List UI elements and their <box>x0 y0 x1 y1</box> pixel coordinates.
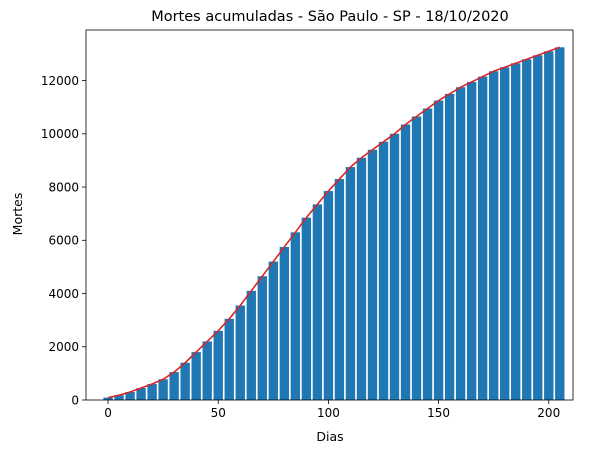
y-tick-label: 2000 <box>48 340 79 354</box>
x-tick-label: 100 <box>317 406 340 420</box>
x-axis-ticks: 0 50 100 150 200 <box>104 400 560 420</box>
bar <box>268 261 278 400</box>
y-tick-label: 10000 <box>41 127 79 141</box>
trend-line-series <box>107 46 561 399</box>
bar <box>389 133 400 400</box>
bar <box>444 93 455 400</box>
bar <box>213 330 223 400</box>
x-tick-label: 200 <box>537 406 560 420</box>
bar <box>378 141 389 401</box>
bar <box>235 305 245 400</box>
x-tick-label: 50 <box>211 406 226 420</box>
bar <box>301 217 312 400</box>
y-tick-label: 8000 <box>48 180 79 194</box>
bar <box>544 51 554 400</box>
bar <box>224 318 234 400</box>
bar <box>114 395 124 400</box>
bar <box>257 276 267 400</box>
x-tick-label: 150 <box>427 406 450 420</box>
bar <box>334 179 345 400</box>
bar <box>147 384 157 400</box>
bar <box>323 191 334 400</box>
bar <box>422 108 433 400</box>
bar <box>246 290 256 400</box>
bar <box>356 157 367 400</box>
y-tick-label: 4000 <box>48 287 79 301</box>
bar <box>279 246 290 400</box>
bar <box>533 55 543 400</box>
plot-frame <box>85 29 574 401</box>
bar <box>455 87 466 400</box>
bar <box>400 124 411 400</box>
bar <box>511 63 521 401</box>
bar <box>555 47 565 401</box>
bar <box>466 81 477 400</box>
trend-line <box>107 46 561 399</box>
bar <box>136 388 146 400</box>
y-axis-ticks: 0 2000 4000 6000 8000 10000 12000 <box>41 74 86 407</box>
bar <box>290 232 301 400</box>
bar <box>158 379 168 400</box>
bar <box>312 204 323 400</box>
bar <box>477 76 488 400</box>
bar <box>103 397 113 400</box>
y-tick-label: 0 <box>71 393 79 407</box>
y-tick-label: 6000 <box>48 234 79 248</box>
bar-series <box>103 47 565 401</box>
chart-title: Mortes acumuladas - São Paulo - SP - 18/… <box>151 9 509 25</box>
bar <box>345 167 356 400</box>
y-tick-label: 12000 <box>41 74 79 88</box>
bar <box>367 149 378 400</box>
bar <box>180 362 190 400</box>
bar <box>191 352 201 400</box>
bar <box>125 392 135 400</box>
bar <box>411 116 422 400</box>
bar <box>433 100 444 400</box>
x-tick-label: 0 <box>104 406 112 420</box>
bar <box>500 67 510 401</box>
bar <box>522 59 532 400</box>
bar <box>202 341 212 400</box>
bar <box>169 372 179 400</box>
bar <box>488 71 499 400</box>
y-axis-label: Mortes <box>10 193 25 236</box>
x-axis-label: Dias <box>316 429 343 444</box>
